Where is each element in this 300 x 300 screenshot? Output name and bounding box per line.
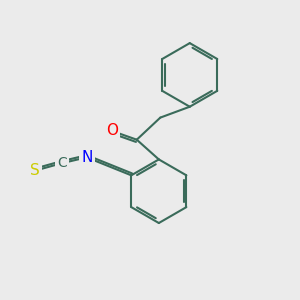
Text: N: N xyxy=(81,150,92,165)
Text: O: O xyxy=(106,123,118,138)
Text: S: S xyxy=(30,163,40,178)
Text: C: C xyxy=(57,156,67,170)
